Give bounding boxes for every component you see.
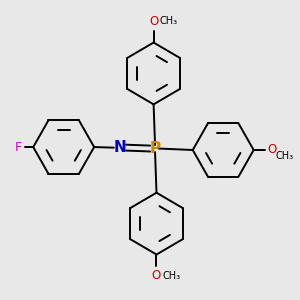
Text: N: N bbox=[114, 140, 127, 155]
Text: F: F bbox=[15, 141, 22, 154]
Text: CH₃: CH₃ bbox=[163, 271, 181, 281]
Text: O: O bbox=[268, 143, 277, 157]
Text: O: O bbox=[152, 269, 161, 282]
Text: CH₃: CH₃ bbox=[160, 16, 178, 26]
Text: P: P bbox=[149, 141, 161, 156]
Text: O: O bbox=[149, 15, 158, 28]
Text: CH₃: CH₃ bbox=[276, 152, 294, 161]
